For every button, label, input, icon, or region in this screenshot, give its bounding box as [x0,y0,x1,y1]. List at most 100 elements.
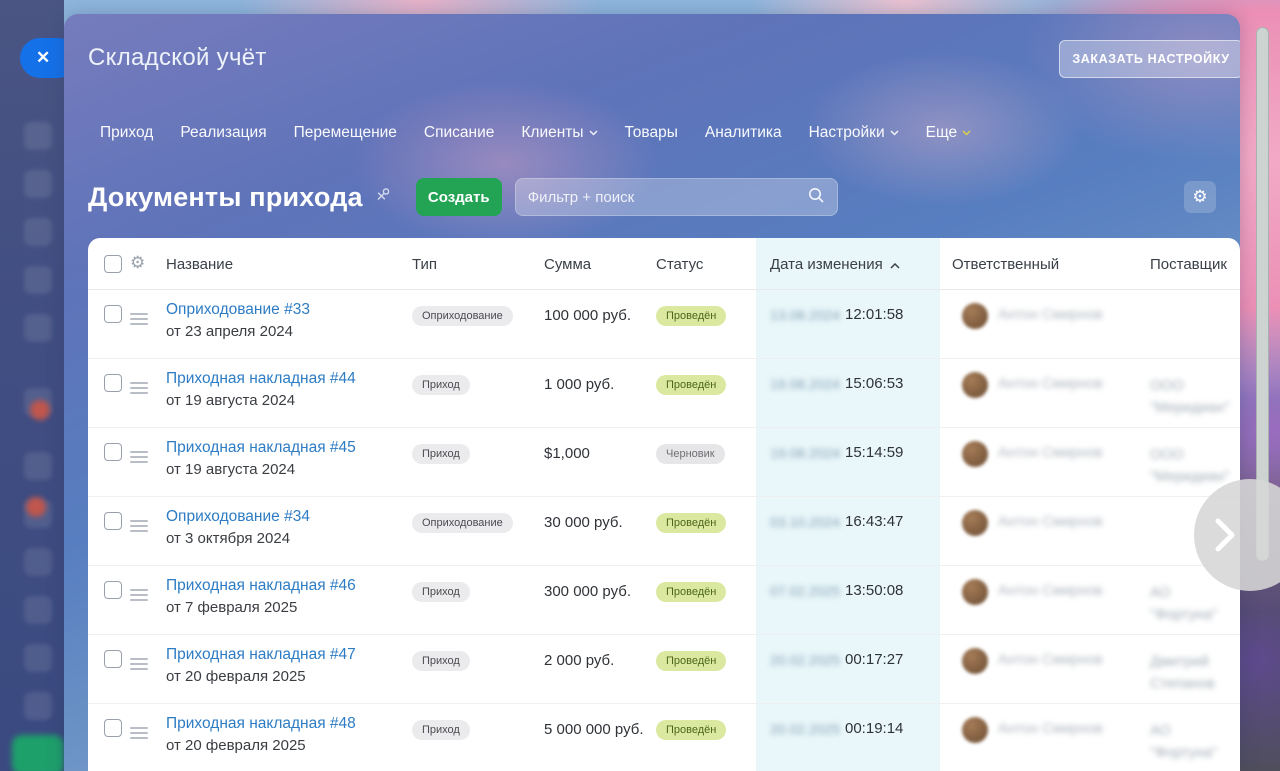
modified-time: 00:17:27 [845,651,904,668]
row-checkbox[interactable] [104,512,122,530]
status-badge: Проведён [656,375,727,395]
search-icon [807,186,825,209]
page-title: Документы прихода [88,181,363,212]
sidebar-icon-placeholder[interactable] [24,122,52,150]
table-row[interactable]: Приходная накладная #44 от 19 августа 202… [88,359,1240,428]
responsible-name-blurred: Антон Смирнов [998,721,1103,737]
type-badge: Оприходование [412,513,513,533]
drag-handle-icon[interactable] [130,313,148,328]
document-name-cell: Приходная накладная #44 от 19 августа 202… [166,370,401,409]
table-row[interactable]: Оприходование #34 от 3 октября 2024 Оприхо… [88,497,1240,566]
sidebar-icon-placeholder[interactable] [24,548,52,576]
sidebar-icon-placeholder[interactable] [24,218,52,246]
nav-item-4[interactable]: Списание [424,124,494,142]
search-input[interactable] [527,188,807,206]
columns-gear-icon[interactable]: ⚙ [130,253,146,272]
document-date: от 20 февраля 2025 [166,668,306,685]
sidebar-icon-placeholder[interactable] [24,266,52,294]
drag-handle-icon[interactable] [130,382,148,397]
type-badge: Приход [412,720,470,740]
modified-time: 16:43:47 [845,513,904,530]
sidebar-icon-placeholder[interactable] [24,596,52,624]
column-name[interactable]: Название [166,256,234,273]
table-row[interactable]: Приходная накладная #48 от 20 февраля 202… [88,704,1240,771]
nav-item-3[interactable]: Перемещение [294,124,397,142]
nav-item-1[interactable]: Приход [100,124,153,142]
document-link[interactable]: Приходная накладная #46 [166,577,356,594]
column-supplier[interactable]: Поставщик [1150,256,1227,273]
drag-handle-icon[interactable] [130,589,148,604]
type-badge: Оприходование [412,306,513,326]
nav-item-2[interactable]: Реализация [180,124,266,142]
search-box[interactable] [514,178,838,216]
sum-value: 2 000 руб. [544,652,615,669]
nav-item-label: Товары [624,124,678,141]
document-link[interactable]: Приходная накладная #44 [166,370,356,387]
select-all-checkbox[interactable] [104,255,122,273]
modified-time: 12:01:58 [845,306,904,323]
avatar [962,303,988,329]
document-link[interactable]: Приходная накладная #45 [166,439,356,456]
nav-item-6[interactable]: Товары [625,124,678,142]
nav-item-label: Еще [925,124,958,141]
document-name-cell: Приходная накладная #47 от 20 февраля 202… [166,646,401,685]
supplier-name-blurred: Дмитрий Степанов [1150,654,1215,692]
modified-date-blurred: 20.02.2025 [770,652,841,668]
document-name-cell: Оприходование #33 от 23 апреля 2024 [166,301,401,340]
document-date: от 3 октября 2024 [166,530,291,547]
nav-item-8[interactable]: Настройки [809,124,899,142]
status-badge: Проведён [656,582,727,602]
sidebar-bottom-button[interactable] [12,735,64,771]
nav-item-label: Перемещение [293,124,397,141]
status-badge: Проведён [656,720,727,740]
table-row[interactable]: Приходная накладная #45 от 19 августа 202… [88,428,1240,497]
drag-handle-icon[interactable] [130,520,148,535]
row-checkbox[interactable] [104,374,122,392]
modified-date-blurred: 03.10.2024 [770,514,841,530]
row-checkbox[interactable] [104,305,122,323]
next-page-button[interactable] [1194,479,1280,591]
sidebar-icon-placeholder[interactable] [24,314,52,342]
column-modified[interactable]: Дата изменения [770,256,900,273]
nav-item-5[interactable]: Клиенты [521,124,598,142]
chevron-down-icon [890,130,899,136]
sidebar-icon-placeholder[interactable] [24,170,52,198]
modified-date-blurred: 19.08.2024 [770,376,841,392]
row-checkbox[interactable] [104,650,122,668]
drag-handle-icon[interactable] [130,727,148,742]
responsible-name-blurred: Антон Смирнов [998,445,1103,461]
document-link[interactable]: Приходная накладная #48 [166,715,356,732]
nav-item-label: Реализация [180,124,267,141]
document-link[interactable]: Оприходование #33 [166,301,310,318]
drag-handle-icon[interactable] [130,451,148,466]
sidebar-icon-placeholder[interactable] [24,452,52,480]
column-type[interactable]: Тип [412,256,438,273]
chevron-down-icon [962,130,971,136]
nav-item-7[interactable]: Аналитика [705,124,782,142]
column-status[interactable]: Статус [656,256,704,273]
row-checkbox[interactable] [104,719,122,737]
create-button[interactable]: Создать [415,178,502,216]
column-sum[interactable]: Сумма [544,256,592,273]
nav-item-label: Аналитика [704,124,782,141]
table-row[interactable]: Оприходование #33 от 23 апреля 2024 Оприхо… [88,290,1240,359]
sidebar-icon-placeholder[interactable] [24,692,52,720]
drag-handle-icon[interactable] [130,658,148,673]
nav-item-label: Настройки [808,124,885,141]
status-badge: Проведён [656,306,727,326]
row-checkbox[interactable] [104,581,122,599]
responsible-name-blurred: Антон Смирнов [998,307,1103,323]
row-checkbox[interactable] [104,443,122,461]
nav-item-9[interactable]: Еще [926,124,972,142]
document-link[interactable]: Приходная накладная #47 [166,646,356,663]
pin-icon[interactable] [375,186,392,208]
modified-date-blurred: 13.08.2024 [770,307,841,323]
document-link[interactable]: Оприходование #34 [166,508,310,525]
order-setup-button[interactable]: ЗАКАЗАТЬ НАСТРОЙКУ [1059,40,1240,78]
table-row[interactable]: Приходная накладная #47 от 20 февраля 202… [88,635,1240,704]
notification-badge [30,400,50,420]
column-responsible[interactable]: Ответственный [952,256,1060,273]
table-settings-button[interactable]: ⚙ [1184,181,1216,213]
table-row[interactable]: Приходная накладная #46 от 7 февраля 2025… [88,566,1240,635]
sidebar-icon-placeholder[interactable] [24,644,52,672]
